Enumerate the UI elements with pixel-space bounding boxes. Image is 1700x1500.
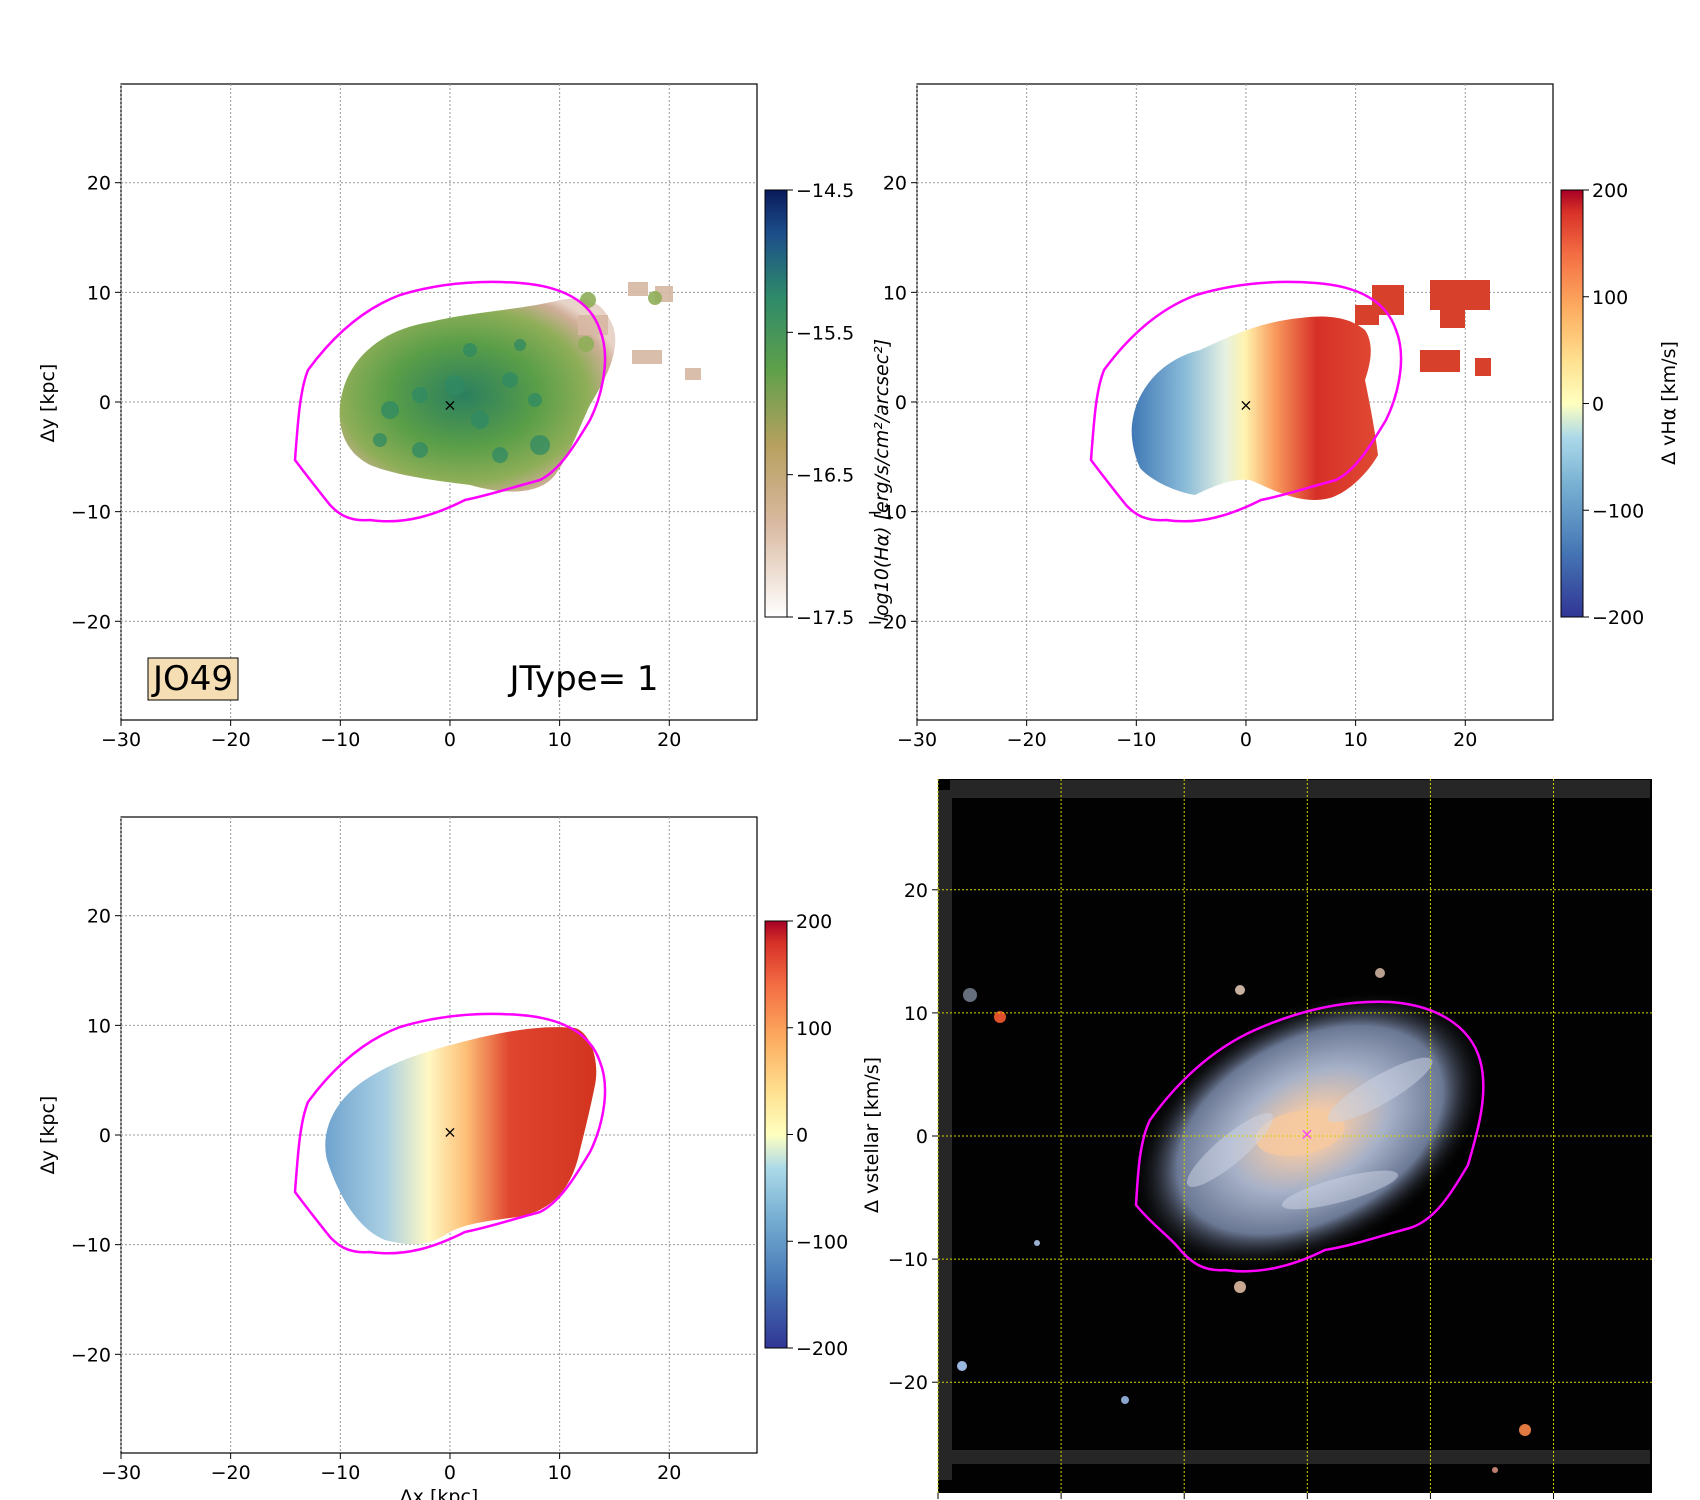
- y-tick-label: −20: [71, 611, 111, 633]
- grid: [937, 779, 1652, 1493]
- x-tick-label: −30: [897, 729, 937, 751]
- flux-clumps: [373, 339, 550, 463]
- panel-halpha-flux: × −30 −20 −10 0 10 20 20 10 0 −10 −20 Δy [kpc] JO4…: [37, 83, 893, 751]
- x-tick-label: 0: [1240, 729, 1252, 751]
- galaxy-label-box: [147, 657, 239, 701]
- x-tick-label: 20: [657, 729, 681, 751]
- galaxy-contour: [1134, 1000, 1485, 1273]
- colorbar-flux: [764, 189, 788, 618]
- colorbar-ticks: 200 100 0 −100 −200: [1583, 180, 1644, 629]
- field-sources: [957, 968, 1531, 1473]
- y-tick-label: 0: [99, 392, 111, 414]
- colorbar-stellar: [764, 920, 788, 1349]
- x-tick-label: −20: [211, 729, 251, 751]
- colorbar-tick-label: −14.5: [796, 180, 854, 202]
- x-tick-label: −30: [101, 1462, 141, 1484]
- y-tick-label: 0: [99, 1125, 111, 1147]
- y-tick-label: 10: [904, 1003, 928, 1025]
- y-tick-label: −20: [71, 1344, 111, 1366]
- y-tick-label: −20: [867, 611, 907, 633]
- colorbar-tick-label: 100: [1592, 287, 1628, 309]
- spiral-arms: [1186, 1057, 1433, 1210]
- y-tick-label: 20: [87, 173, 111, 195]
- galaxy-contour: [293, 280, 607, 523]
- y-tick-label: 20: [883, 173, 907, 195]
- center-marker: ×: [443, 396, 456, 415]
- y-tick-label: 0: [916, 1126, 928, 1148]
- y-axis-label: Δy [kpc]: [37, 1096, 59, 1175]
- y-tick-label: −10: [867, 502, 907, 524]
- colorbar-tick-label: 200: [796, 911, 832, 933]
- y-tick-label: −20: [888, 1372, 928, 1394]
- velocity-outer-clumps: [1355, 280, 1491, 376]
- x-tick-label: −20: [211, 1462, 251, 1484]
- axis-ticks: −30 −20 −10 0 10 20 20 10 0 −10 −20: [71, 173, 681, 751]
- y-tick-label: −10: [71, 1235, 111, 1257]
- image-edge-noise: [938, 780, 1650, 1480]
- x-tick-label: 10: [1344, 729, 1368, 751]
- galaxy-label: JO49: [151, 659, 233, 699]
- colorbar-tick-label: −100: [796, 1231, 848, 1253]
- colorbar-tick-label: 200: [1592, 180, 1628, 202]
- colorbar-label-stellar: Δ vstellar [km/s]: [861, 1057, 883, 1213]
- colorbar-label-flux: log10(Hα) [erg/s/cm²/arcsec²]: [871, 339, 893, 621]
- y-axis-label: Δy [kpc]: [37, 364, 59, 443]
- colorbar-tick-label: −17.5: [796, 607, 854, 629]
- y-tick-label: 10: [87, 282, 111, 304]
- colorbar-tick-label: −200: [1592, 607, 1644, 629]
- galaxy-contour: [1089, 280, 1403, 523]
- x-tick-label: 20: [657, 1462, 681, 1484]
- y-tick-label: 10: [87, 1015, 111, 1037]
- x-tick-label: −10: [320, 1462, 360, 1484]
- colorbar-tick-label: −15.5: [796, 322, 854, 344]
- center-marker: ×: [443, 1123, 456, 1142]
- x-tick-label: 10: [548, 1462, 572, 1484]
- colorbar-tick-label: 0: [1592, 394, 1604, 416]
- x-tick-label: 0: [444, 729, 456, 751]
- x-tick-label: 20: [1453, 729, 1477, 751]
- x-tick-label: 0: [444, 1462, 456, 1484]
- y-tick-label: −10: [71, 502, 111, 524]
- y-tick-label: 10: [883, 282, 907, 304]
- y-tick-label: 0: [895, 392, 907, 414]
- colorbar-ticks: −14.5 −15.5 −16.5 −17.5: [787, 180, 854, 629]
- velocity-map: [1131, 316, 1378, 501]
- x-tick-label: −10: [320, 729, 360, 751]
- stellar-velocity-map: [325, 1027, 597, 1245]
- jtype-label: JType= 1: [507, 659, 658, 699]
- colorbar-tick-label: 0: [796, 1125, 808, 1147]
- colorbar-tick-label: −100: [1592, 500, 1644, 522]
- axis-ticks: −30 −20 −10 0 10 20 20 10 0 −10 −20: [71, 906, 681, 1484]
- y-tick-label: 20: [87, 906, 111, 928]
- axis-ticks: −30 −20 −10 0 10 20 20 10 0 −10 −20: [867, 173, 1477, 751]
- galaxy-contour: [293, 1012, 607, 1255]
- rgb-image: [938, 780, 1650, 1480]
- x-tick-label: 10: [548, 729, 572, 751]
- colorbar-tick-label: −16.5: [796, 465, 854, 487]
- center-marker: ×: [1239, 396, 1252, 415]
- x-axis-label: Δx [kpc]: [400, 1486, 479, 1500]
- y-tick-label: 20: [904, 880, 928, 902]
- galaxy-bulge: [1255, 1109, 1345, 1157]
- x-tick-label: −10: [1116, 729, 1156, 751]
- colorbar-velocity: [1560, 189, 1584, 618]
- center-marker: ×: [1300, 1125, 1313, 1144]
- grid: [120, 84, 757, 720]
- colorbar-tick-label: −200: [796, 1338, 848, 1360]
- y-tick-label: −10: [888, 1249, 928, 1271]
- x-tick-label: −30: [101, 729, 141, 751]
- colorbar-tick-label: 100: [796, 1018, 832, 1040]
- x-tick-label: −20: [1007, 729, 1047, 751]
- colorbar-label-velocity: Δ vHα [km/s]: [1658, 341, 1680, 465]
- colorbar-ticks: 200 100 0 −100 −200: [787, 911, 848, 1360]
